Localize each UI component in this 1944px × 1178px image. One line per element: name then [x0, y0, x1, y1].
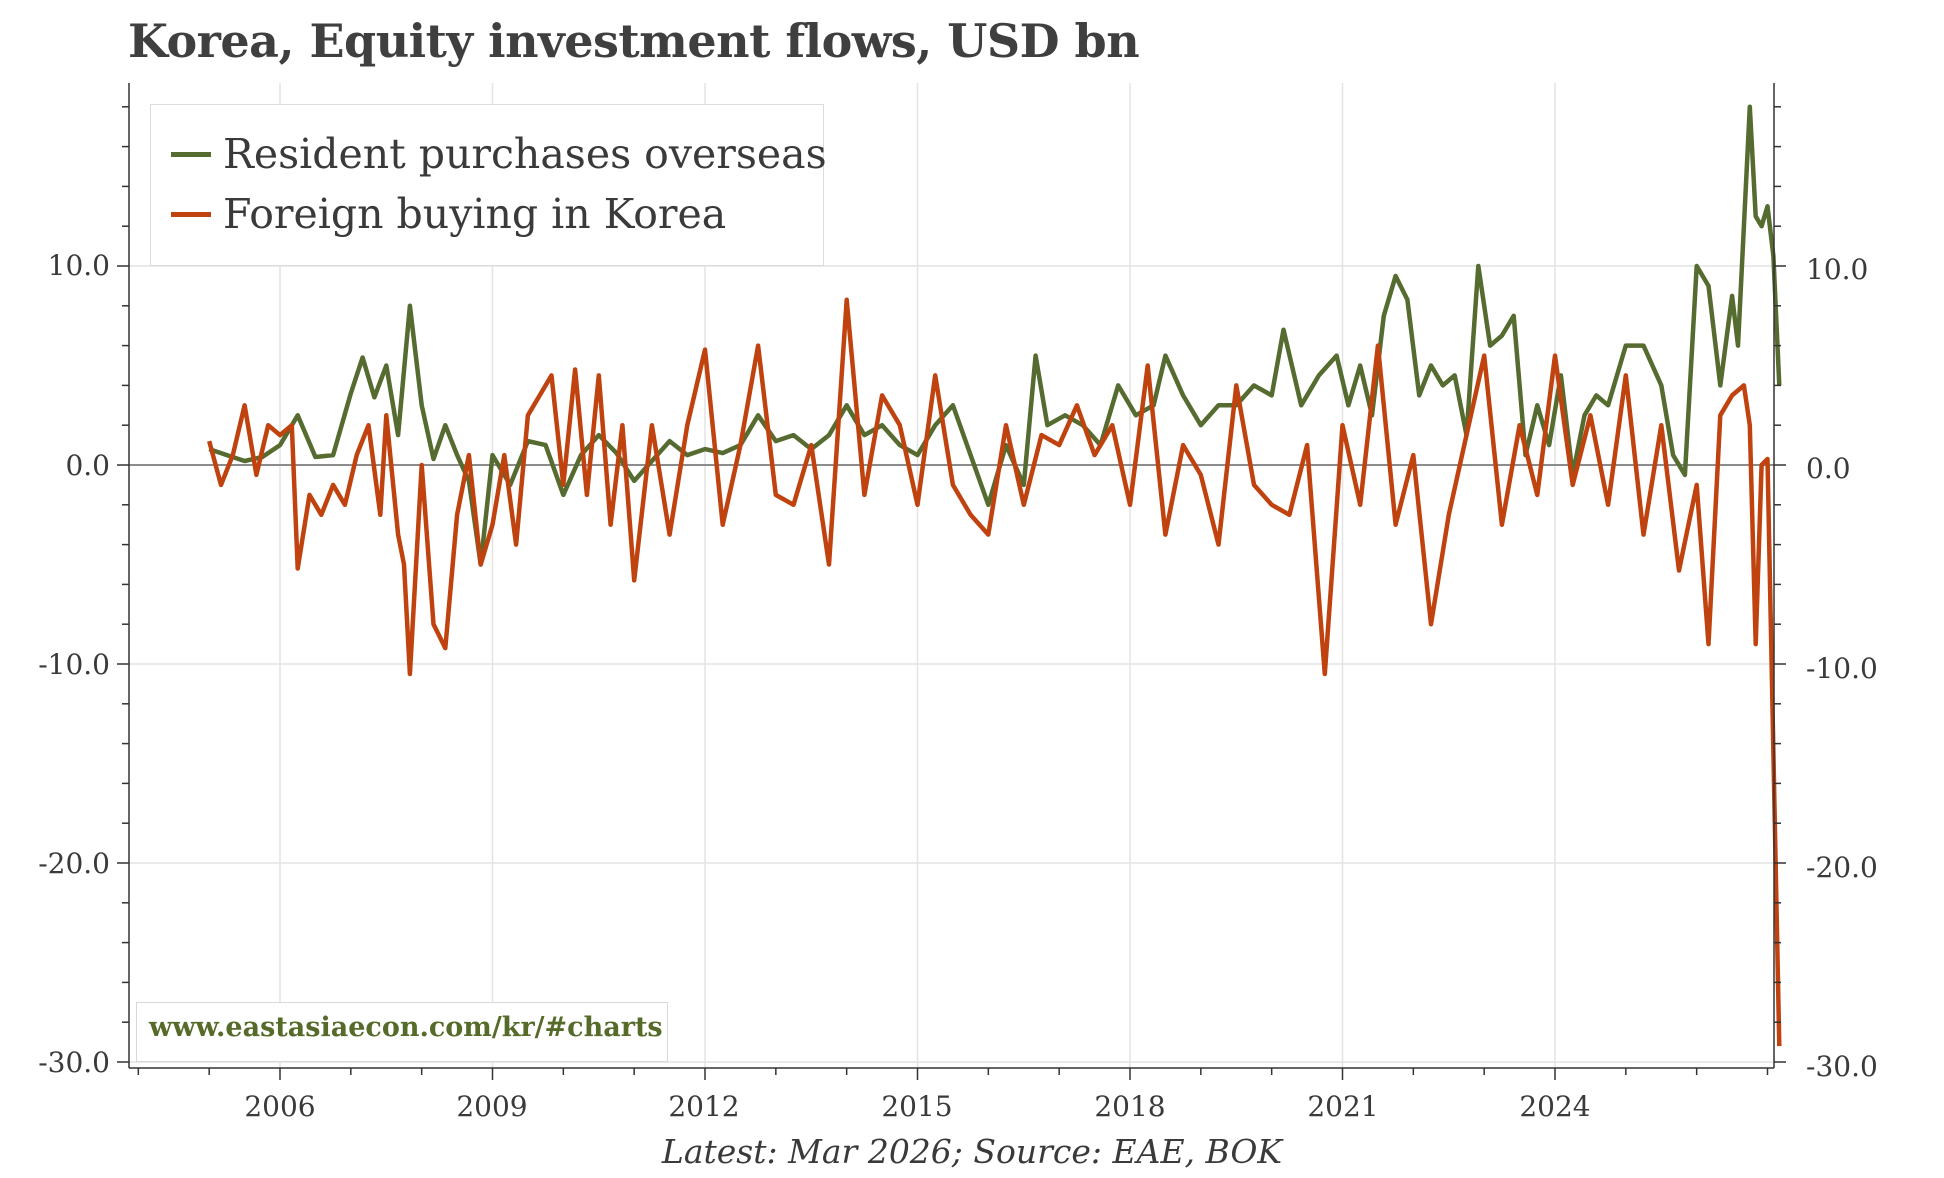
x-tick-label: 2009 — [456, 1090, 527, 1123]
source-note: Latest: Mar 2026; Source: EAE, BOK — [661, 1132, 1283, 1171]
y-tick-right-label: -30.0 — [1806, 1050, 1878, 1083]
legend-item-resident: Resident purchases overseas — [171, 129, 827, 179]
y-tick-left-label: -10.0 — [38, 648, 110, 681]
x-tick-label: 2015 — [881, 1090, 952, 1123]
y-tick-left-label: -20.0 — [38, 847, 110, 880]
x-tick-label: 2024 — [1519, 1090, 1590, 1123]
legend-item-foreign: Foreign buying in Korea — [171, 189, 726, 239]
y-tick-right-label: -20.0 — [1806, 851, 1878, 884]
y-tick-left-label: -30.0 — [38, 1046, 110, 1079]
watermark-box: www.eastasiaecon.com/kr/#charts — [136, 1002, 668, 1062]
legend-label: Foreign buying in Korea — [223, 190, 727, 238]
left-minor-ticks — [117, 106, 129, 1063]
series-lines — [207, 104, 1782, 1047]
legend-swatch — [171, 151, 211, 157]
right-minor-ticks — [1774, 106, 1786, 1063]
y-tick-right-label: 0.0 — [1806, 452, 1851, 485]
chart-title: Korea, Equity investment flows, USD bn — [128, 14, 1140, 68]
x-tick-label: 2012 — [668, 1090, 739, 1123]
y-tick-left-label: 10.0 — [48, 249, 110, 282]
series-line-foreign-buying — [207, 297, 1782, 1047]
y-tick-right-label: -10.0 — [1806, 652, 1878, 685]
y-axis-right-labels: 10.0 0.0 -10.0 -20.0 -30.0 — [1806, 253, 1878, 1083]
x-tick-label: 2021 — [1307, 1090, 1378, 1123]
x-minor-ticks — [137, 1068, 1769, 1080]
watermark-link[interactable]: www.eastasiaecon.com/kr/#charts — [149, 1012, 663, 1043]
x-tick-label: 2018 — [1094, 1090, 1165, 1123]
axes — [117, 83, 1786, 1080]
y-axis-left-labels: 10.0 0.0 -10.0 -20.0 -30.0 — [38, 249, 110, 1079]
x-axis-labels: 2006 2009 2012 2015 2018 2021 2024 — [244, 1090, 1590, 1123]
x-tick-label: 2006 — [244, 1090, 315, 1123]
legend-swatch — [171, 211, 211, 217]
legend: Resident purchases overseas Foreign buyi… — [150, 104, 827, 266]
legend-label: Resident purchases overseas — [223, 130, 827, 178]
y-tick-left-label: 0.0 — [65, 449, 110, 482]
y-tick-right-label: 10.0 — [1806, 253, 1868, 286]
